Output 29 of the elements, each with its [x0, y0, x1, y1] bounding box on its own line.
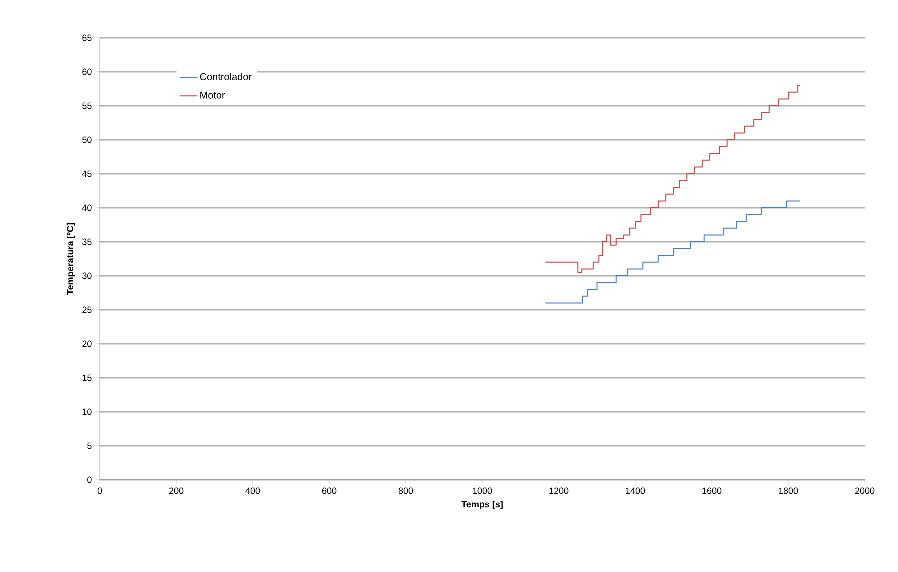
y-tick-label: 10: [82, 408, 92, 416]
y-tick-label: 5: [88, 442, 92, 450]
x-tick-label: 0: [98, 488, 102, 494]
y-tick-label: 20: [82, 340, 92, 348]
y-tick-label: 45: [82, 170, 92, 178]
x-tick-label: 1600: [702, 488, 722, 494]
y-tick-label: 30: [82, 272, 92, 280]
x-tick-label: 600: [322, 488, 337, 494]
legend-label: Motor: [200, 92, 226, 99]
x-tick-label: 1400: [626, 488, 646, 494]
y-tick-label: 15: [82, 374, 92, 382]
x-tick-label: 1000: [473, 488, 492, 494]
x-tick-label: 2000: [855, 488, 875, 494]
y-tick-label: 65: [82, 34, 92, 42]
x-tick-label: 200: [169, 488, 184, 494]
y-tick-label: 0: [88, 476, 92, 484]
y-tick-label: 60: [82, 68, 92, 76]
y-tick-label: 25: [82, 306, 92, 314]
x-tick-label: 800: [398, 488, 414, 494]
y-axis-title: Temperatura [ºC]: [66, 223, 76, 295]
x-axis-title: Temps [s]: [462, 501, 503, 510]
y-tick-label: 35: [82, 238, 92, 246]
x-tick-label: 1200: [550, 488, 569, 494]
x-tick-label: 400: [246, 488, 260, 494]
y-tick-label: 50: [82, 136, 92, 144]
x-tick-label: 1800: [779, 488, 798, 494]
y-tick-label: 40: [82, 204, 92, 212]
y-tick-label: 55: [82, 102, 92, 110]
legend-label: Controlador: [200, 73, 252, 80]
